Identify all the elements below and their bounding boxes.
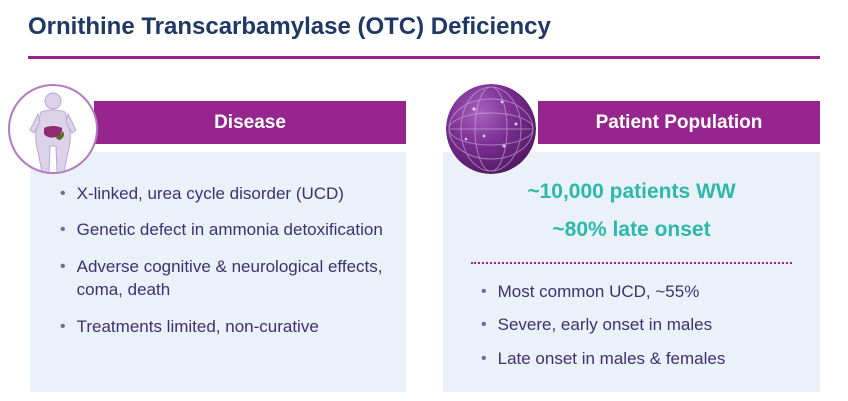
population-bullet-text: Most common UCD, ~55% xyxy=(497,282,700,301)
bullet-icon: • xyxy=(60,257,66,275)
disease-bullet-text: X-linked, urea cycle disorder (UCD) xyxy=(76,184,344,203)
population-bullet-text: Late onset in males & females xyxy=(497,348,726,368)
patient-population-card-header: Patient Population xyxy=(538,101,820,144)
patient-population-card-header-label: Patient Population xyxy=(595,111,763,133)
dotted-divider xyxy=(471,262,792,264)
population-bullet: • Severe, early onset in males xyxy=(481,313,804,336)
bullet-icon: • xyxy=(481,349,487,367)
disease-bullet: • Adverse cognitive & neurological effec… xyxy=(60,255,386,302)
page-title: Ornithine Transcarbamylase (OTC) Deficie… xyxy=(28,13,551,40)
bullet-icon: • xyxy=(60,221,66,239)
population-highlight-onset: ~80% late onset xyxy=(552,218,711,241)
disease-bullet: • Treatments limited, non-curative xyxy=(60,315,386,338)
population-bullet-text: Severe, early onset in males xyxy=(497,315,713,335)
disease-bullet: • Genetic defect in ammonia detoxificati… xyxy=(60,218,386,241)
bullet-icon: • xyxy=(481,316,487,334)
population-highlight-patients: ~10,000 patients WW xyxy=(527,180,736,203)
disease-bullet-text: Adverse cognitive & neurological effects… xyxy=(76,256,383,300)
disease-card-header: Disease xyxy=(94,101,406,144)
bullet-icon: • xyxy=(481,283,487,300)
population-bullet: • Most common UCD, ~55% xyxy=(481,280,804,303)
disease-card-body: • X-linked, urea cycle disorder (UCD) • … xyxy=(30,152,406,392)
disease-card-header-label: Disease xyxy=(214,111,286,133)
disease-bullet-list: • X-linked, urea cycle disorder (UCD) • … xyxy=(60,182,386,338)
title-underline xyxy=(28,56,820,59)
bullet-icon: • xyxy=(60,185,66,202)
disease-bullet: • X-linked, urea cycle disorder (UCD) xyxy=(60,182,386,205)
bullet-icon: • xyxy=(60,317,66,335)
population-bullet-list: • Most common UCD, ~55% • Severe, early … xyxy=(459,280,804,370)
population-bullet: • Late onset in males & females xyxy=(481,347,804,370)
disease-card-content: • X-linked, urea cycle disorder (UCD) • … xyxy=(30,152,406,338)
patient-population-card-content: ~10,000 patients WW ~80% late onset • Mo… xyxy=(443,152,820,370)
human-body-liver-icon xyxy=(8,84,98,174)
patient-population-card-body: ~10,000 patients WW ~80% late onset • Mo… xyxy=(443,152,820,392)
population-highlights: ~10,000 patients WW ~80% late onset xyxy=(459,180,804,242)
disease-bullet-text: Genetic defect in ammonia detoxification xyxy=(76,220,383,240)
disease-bullet-text: Treatments limited, non-curative xyxy=(76,316,319,336)
globe-icon xyxy=(446,84,536,174)
